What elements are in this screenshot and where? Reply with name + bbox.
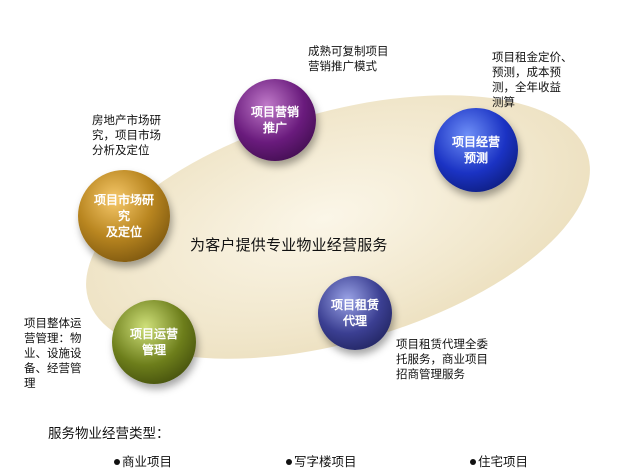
note-operation-line: 备、经营管 — [24, 361, 82, 375]
note-operation: 项目整体运 营管理：物 业、设施设 备、经营管 理 — [24, 316, 82, 391]
footer-title: 服务物业经营类型： — [48, 426, 170, 442]
node-marketing-label-line1: 项目营销 — [250, 104, 299, 119]
node-operation-label-line1: 项目运营 — [129, 326, 178, 341]
bullet-icon — [470, 458, 476, 465]
node-forecast-label-line2: 预测 — [463, 151, 488, 165]
center-label: 为客户提供专业物业经营服务 — [190, 236, 388, 254]
node-operation-label: 项目运营 管理 — [118, 326, 190, 358]
note-operation-line: 项目整体运 — [24, 316, 82, 330]
note-leasing-line: 托服务，商业项目 — [396, 352, 488, 366]
note-leasing: 项目租赁代理全委 托服务，商业项目 招商管理服务 — [396, 337, 488, 382]
note-marketing: 成熟可复制项目 营销推广模式 — [308, 44, 389, 74]
footer-item-residential: 住宅项目 — [470, 451, 528, 470]
note-forecast-line: 项目租金定价、 — [492, 50, 573, 64]
footer-item-commercial: 商业项目 — [114, 451, 172, 470]
bullet-icon — [286, 458, 292, 465]
footer-item-label: 住宅项目 — [478, 454, 529, 469]
note-operation-line: 业、设施设 — [24, 346, 82, 360]
note-leasing-line: 招商管理服务 — [396, 367, 465, 381]
node-leasing-label-line1: 项目租赁 — [330, 297, 379, 312]
node-leasing-label-line2: 代理 — [342, 314, 367, 328]
node-forecast-sphere: 项目经营 预测 — [434, 108, 518, 192]
note-forecast-line: 测算 — [492, 95, 515, 109]
note-research-line: 分析及定位 — [92, 143, 150, 157]
node-marketing-sphere: 项目营销 推广 — [234, 79, 316, 161]
note-operation-line: 理 — [24, 376, 36, 390]
note-research-line: 究，项目市场 — [92, 128, 161, 142]
footer-item-office: 写字楼项目 — [286, 451, 357, 470]
note-research-line: 房地产市场研 — [92, 113, 161, 127]
note-forecast-line: 测，全年收益 — [492, 80, 561, 94]
note-forecast: 项目租金定价、 预测，成本预 测，全年收益 测算 — [492, 50, 573, 110]
note-operation-line: 营管理：物 — [24, 331, 82, 345]
node-research-sphere: 项目市场研究 及定位 — [78, 170, 170, 262]
footer-item-label: 写字楼项目 — [294, 454, 357, 469]
note-research: 房地产市场研 究，项目市场 分析及定位 — [92, 113, 161, 158]
node-marketing-label: 项目营销 推广 — [239, 104, 311, 136]
note-forecast-line: 预测，成本预 — [492, 65, 561, 79]
node-research-label: 项目市场研究 及定位 — [78, 192, 170, 241]
note-marketing-line: 营销推广模式 — [308, 59, 377, 73]
node-research-label-line2: 及定位 — [105, 225, 142, 240]
node-operation-label-line2: 管理 — [141, 343, 166, 357]
node-operation-sphere: 项目运营 管理 — [112, 300, 196, 384]
note-leasing-line: 项目租赁代理全委 — [396, 337, 488, 351]
node-leasing-sphere: 项目租赁 代理 — [318, 276, 392, 350]
note-marketing-line: 成熟可复制项目 — [308, 44, 389, 58]
node-forecast-label: 项目经营 预测 — [440, 134, 512, 166]
node-research-label-line1: 项目市场研究 — [93, 192, 154, 223]
node-forecast-label-line1: 项目经营 — [451, 134, 500, 149]
bullet-icon — [114, 458, 120, 465]
node-marketing-label-line2: 推广 — [262, 121, 287, 135]
footer-item-label: 商业项目 — [122, 454, 173, 469]
node-leasing-label: 项目租赁 代理 — [319, 297, 391, 329]
